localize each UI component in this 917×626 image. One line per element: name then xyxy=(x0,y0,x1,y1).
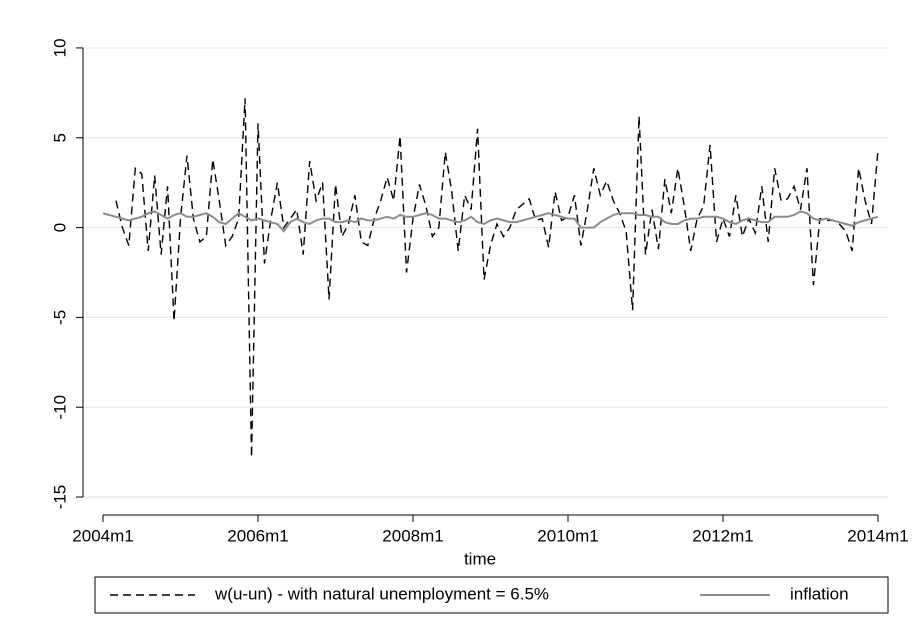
series-line xyxy=(115,98,879,458)
x-tick-label: 2008m1 xyxy=(382,526,443,545)
x-tick-label: 2014m1 xyxy=(847,526,908,545)
legend-label: inflation xyxy=(790,584,849,603)
y-tick-label: -15 xyxy=(50,485,69,510)
x-tick-label: 2004m1 xyxy=(72,526,133,545)
y-tick-label: 5 xyxy=(50,133,69,142)
y-tick-label: 0 xyxy=(50,223,69,232)
x-axis-label: time xyxy=(464,549,496,568)
series-line xyxy=(102,210,879,233)
y-tick-label: 10 xyxy=(50,38,69,57)
y-tick-label: -5 xyxy=(50,310,69,325)
x-tick-label: 2006m1 xyxy=(227,526,288,545)
x-tick-label: 2012m1 xyxy=(692,526,753,545)
y-tick-label: -10 xyxy=(50,395,69,420)
x-tick-label: 2010m1 xyxy=(537,526,598,545)
legend-label: w(u-un) - with natural unemployment = 6.… xyxy=(214,584,549,603)
